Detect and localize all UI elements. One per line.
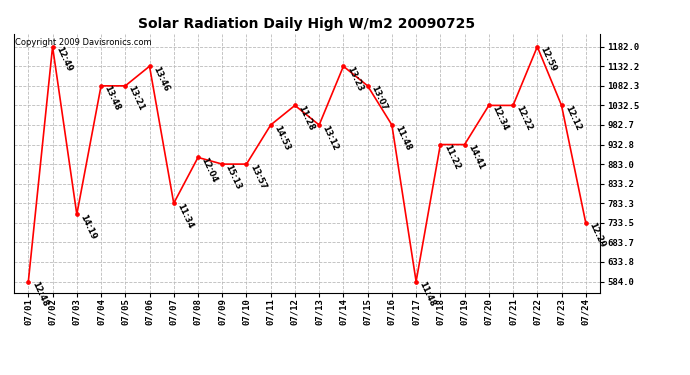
- Text: 13:12: 13:12: [321, 124, 340, 152]
- Text: 12:59: 12:59: [539, 45, 558, 74]
- Text: 15:13: 15:13: [224, 163, 243, 191]
- Text: 14:19: 14:19: [78, 213, 98, 241]
- Text: 11:48: 11:48: [393, 124, 413, 152]
- Text: 12:22: 12:22: [515, 104, 534, 132]
- Text: 14:53: 14:53: [272, 124, 292, 152]
- Text: 13:57: 13:57: [248, 163, 267, 190]
- Text: 12:04: 12:04: [199, 156, 219, 184]
- Text: 14:41: 14:41: [466, 143, 486, 171]
- Text: 12:12: 12:12: [563, 104, 582, 132]
- Text: 13:23: 13:23: [345, 65, 364, 93]
- Text: 12:29: 12:29: [587, 221, 607, 249]
- Text: 12:49: 12:49: [54, 45, 73, 74]
- Text: 12:48: 12:48: [30, 280, 49, 308]
- Text: 11:48: 11:48: [417, 280, 437, 308]
- Text: 13:07: 13:07: [369, 84, 388, 112]
- Text: 13:46: 13:46: [151, 65, 170, 93]
- Text: 11:22: 11:22: [442, 143, 461, 171]
- Text: 11:28: 11:28: [296, 104, 316, 132]
- Title: Solar Radiation Daily High W/m2 20090725: Solar Radiation Daily High W/m2 20090725: [139, 17, 475, 31]
- Text: Copyright 2009 Davisronics.com: Copyright 2009 Davisronics.com: [15, 38, 152, 46]
- Text: 11:34: 11:34: [175, 202, 195, 230]
- Text: 12:34: 12:34: [490, 104, 510, 132]
- Text: 13:21: 13:21: [127, 84, 146, 112]
- Text: 13:48: 13:48: [102, 84, 122, 112]
